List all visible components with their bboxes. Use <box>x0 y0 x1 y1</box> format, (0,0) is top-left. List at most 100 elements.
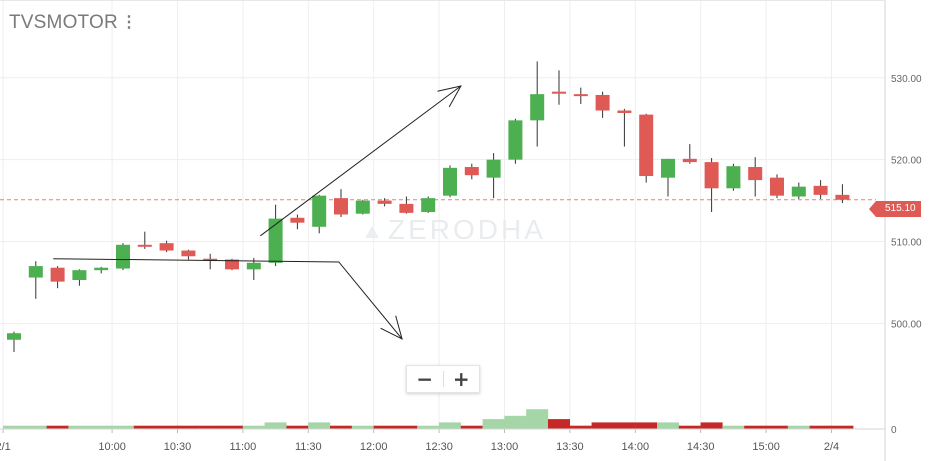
volume-bar <box>90 425 113 429</box>
zoom-divider <box>442 371 444 387</box>
volume-bar <box>657 422 679 429</box>
candle-up <box>508 120 523 160</box>
candle-down <box>704 162 719 189</box>
volume-bar <box>68 425 91 429</box>
candle-up <box>421 198 436 213</box>
candle-down <box>137 244 152 247</box>
volume-bar <box>787 425 810 429</box>
x-tick-label: 13:00 <box>491 441 519 453</box>
zoom-in-button[interactable]: + <box>452 367 470 391</box>
y-tick-label: 520.00 <box>891 156 922 167</box>
candle-down <box>552 91 566 94</box>
y-tick-label: 530.00 <box>891 74 922 85</box>
grid-lines <box>0 0 885 429</box>
trend-up-arrow-head <box>437 85 462 108</box>
candle-up <box>355 200 370 214</box>
candle-down <box>203 258 218 261</box>
volume-bar <box>809 425 832 429</box>
x-tick-label: 14:00 <box>622 441 650 453</box>
candle-down <box>159 243 174 251</box>
volume-bar <box>460 425 483 429</box>
candle-down <box>617 110 632 113</box>
x-tick-label: 2/4 <box>824 441 839 453</box>
candle-down <box>225 259 239 270</box>
candle-up <box>72 270 87 280</box>
x-tick-label: 2/1 <box>0 441 11 453</box>
volume-bar <box>155 425 178 429</box>
x-tick-label: 13:30 <box>556 441 584 453</box>
y-tick-label: 500.00 <box>891 319 922 330</box>
volume-bar <box>831 425 854 429</box>
x-tick-label: 10:00 <box>98 441 126 453</box>
watermark: ZERODHA <box>388 214 546 245</box>
candle-down <box>399 203 414 213</box>
candle-down <box>813 185 828 195</box>
candle-down <box>334 198 348 215</box>
volume-bar <box>46 425 69 429</box>
x-tick-label: 15:00 <box>752 441 780 453</box>
volume-bar <box>700 422 723 429</box>
candle-up <box>443 167 457 196</box>
volume-bar <box>766 425 788 429</box>
candle-down <box>835 194 850 200</box>
vertical-dots-icon[interactable]: ⋮ <box>121 14 137 31</box>
candle-up <box>94 267 109 271</box>
candle-down <box>770 177 784 196</box>
volume-bar <box>569 425 592 429</box>
candle-up <box>791 186 806 197</box>
volume-bar <box>112 425 134 429</box>
volume-bar <box>722 425 745 429</box>
candle-up <box>246 262 261 270</box>
volume-bar <box>199 425 222 429</box>
candle-down <box>595 94 610 111</box>
candle-down <box>639 114 654 177</box>
last-price-tag: 515.10 <box>869 201 921 217</box>
candle-up <box>726 166 741 189</box>
volume-bar <box>373 425 396 429</box>
volume-axis-label: 0 <box>891 425 897 436</box>
volume-bar <box>242 425 265 429</box>
volume-bar <box>395 425 418 429</box>
candle-down <box>377 200 392 204</box>
candle-up <box>486 159 501 178</box>
x-tick-label: 12:00 <box>360 441 388 453</box>
drawings[interactable] <box>53 85 462 340</box>
x-tick-label: 11:00 <box>230 441 257 453</box>
volume-bar <box>286 425 309 429</box>
volume-bar <box>177 425 200 429</box>
volume-bar <box>133 425 156 429</box>
volume-bar <box>482 419 505 429</box>
volume-bar <box>417 425 440 429</box>
candle-up <box>28 266 43 278</box>
arrow-down-right[interactable] <box>53 258 403 340</box>
arrow-down-right-head <box>380 315 403 340</box>
candle-down <box>464 167 479 176</box>
x-tick-label: 12:30 <box>425 441 453 453</box>
volume-bar <box>526 409 549 429</box>
volume-bar <box>635 422 658 429</box>
volume-bar <box>504 415 527 429</box>
x-tick-label: 14:30 <box>687 441 715 453</box>
volume-bar <box>439 422 461 429</box>
y-tick-label: 510.00 <box>891 238 922 249</box>
candle-down <box>748 167 763 181</box>
zoom-controls: − + <box>406 365 480 393</box>
trend-up-arrow[interactable] <box>260 85 462 237</box>
volume-bar <box>264 422 287 429</box>
candle-down <box>573 94 588 97</box>
zerodha-logo-icon <box>365 226 379 238</box>
candle-up <box>530 94 545 121</box>
volume-bar <box>613 422 636 429</box>
candle-up <box>268 218 283 263</box>
symbol-title[interactable]: TVSMOTOR <box>9 12 118 33</box>
volume-bar <box>221 425 243 429</box>
x-tick-label: 10:30 <box>164 441 192 453</box>
volume-bar <box>548 419 570 429</box>
zoom-out-button[interactable]: − <box>416 367 434 391</box>
x-tick-label: 11:30 <box>295 441 322 453</box>
candle-down <box>181 250 196 257</box>
candle-up <box>661 158 675 178</box>
candle-down <box>682 158 697 163</box>
candle-up <box>312 195 327 227</box>
